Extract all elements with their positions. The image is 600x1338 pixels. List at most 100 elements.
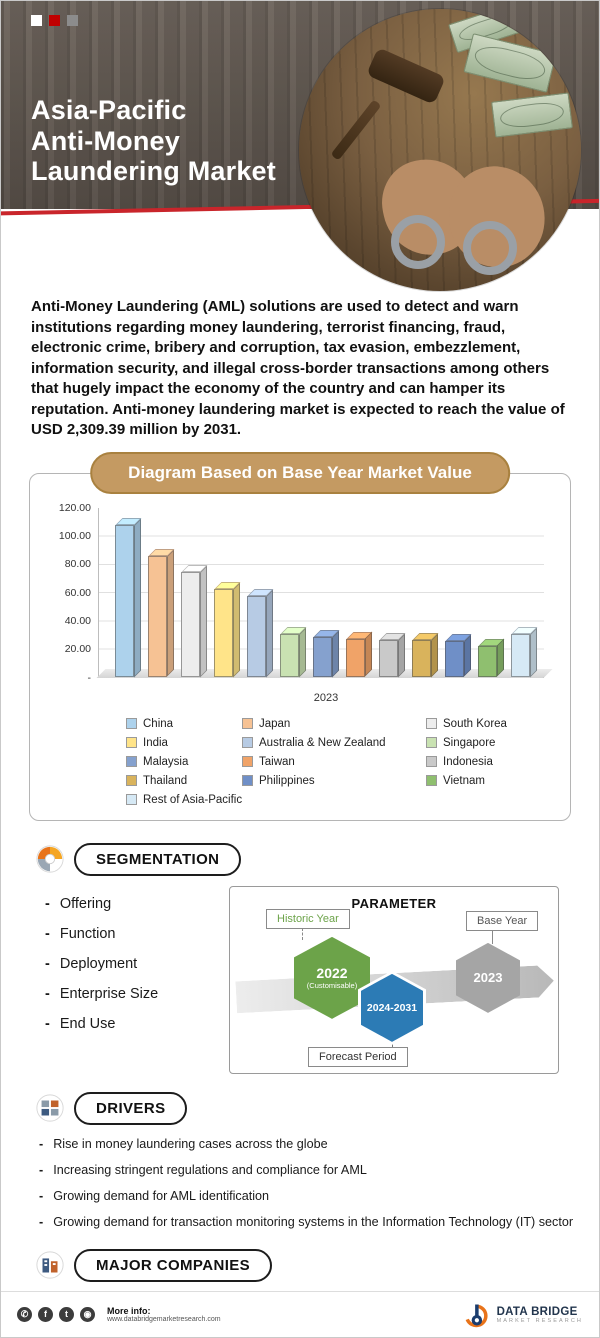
decor-squares <box>31 15 78 26</box>
legend-item: Thailand <box>126 775 238 787</box>
header: Asia-Pacific Anti-Money Laundering Marke… <box>1 1 599 291</box>
decor-square-white <box>31 15 42 26</box>
legend-item: Vietnam <box>426 775 566 787</box>
segmentation-item-label: Offering <box>59 895 112 912</box>
parameter-card: PARAMETER Historic Year Base Year Foreca… <box>229 885 559 1074</box>
segmentation-item-label: Enterprise Size <box>59 985 159 1002</box>
legend-swatch <box>426 737 437 749</box>
bar-singapore <box>280 627 306 677</box>
historic-year-hexagon: 2022 (Customisable) <box>294 936 370 1019</box>
chart-title-badge: Diagram Based on Base Year Market Value <box>90 451 510 494</box>
legend-swatch <box>242 756 253 768</box>
chart-legend: China Japan South Korea India Australia & Ne… <box>126 718 554 806</box>
brand-name: DATA BRIDGE <box>496 1305 578 1318</box>
decor-square-red <box>49 15 60 26</box>
y-axis: 120.00 100.00 80.00 60.00 40.00 20.00 - <box>46 502 98 684</box>
segmentation-row: Offering Function Deployment Enterprise … <box>1 885 599 1074</box>
drivers-header: DRIVERS <box>35 1091 599 1125</box>
drivers-list: Rise in money laundering cases across th… <box>39 1137 593 1229</box>
forecast-period-value: 2024-2031 <box>361 973 423 1042</box>
companies-icon <box>36 1251 64 1279</box>
legend-swatch <box>126 775 137 787</box>
legend-item: Malaysia <box>126 756 238 768</box>
segmentation-section: SEGMENTATION Offering Function Deploymen… <box>1 842 599 1074</box>
legend-swatch <box>426 718 437 730</box>
driver-item: Growing demand for transaction monitorin… <box>39 1215 593 1229</box>
legend-item: Taiwan <box>242 756 422 768</box>
historic-year-sub: (Customisable) <box>306 981 358 991</box>
legend-swatch <box>242 718 253 730</box>
whatsapp-icon[interactable]: ✆ <box>17 1307 32 1322</box>
segmentation-icon <box>36 845 64 873</box>
more-info-label: More info: <box>107 1306 151 1316</box>
legend-item: India <box>126 737 238 749</box>
bars <box>115 508 537 677</box>
header-photo <box>299 9 581 291</box>
legend-swatch <box>126 718 137 730</box>
driver-item-label: Growing demand for transaction monitorin… <box>53 1214 574 1229</box>
instagram-icon[interactable]: ◉ <box>80 1307 95 1322</box>
segmentation-item: Function <box>45 926 229 942</box>
historic-year-label: Historic Year <box>266 908 350 929</box>
bar-australia-new-zealand <box>247 589 273 677</box>
footer: ✆ f t ◉ More info: www.databridgemarketr… <box>1 1291 599 1337</box>
page-title-line3: Laundering Market <box>31 156 276 186</box>
legend-label: Singapore <box>443 736 496 749</box>
y-axis-tick: 120.00 <box>58 501 91 514</box>
page-title-line1: Asia-Pacific <box>31 95 187 125</box>
legend-label: Thailand <box>143 774 188 787</box>
website-url[interactable]: www.databridgemarketresearch.com <box>107 1316 221 1323</box>
parameter-title: PARAMETER <box>351 895 437 911</box>
segmentation-item-label: End Use <box>59 1015 116 1032</box>
social-icons: ✆ f t ◉ <box>17 1307 95 1322</box>
legend-item: Philippines <box>242 775 422 787</box>
segmentation-item: Enterprise Size <box>45 986 229 1002</box>
legend-swatch <box>426 775 437 787</box>
twitter-icon[interactable]: t <box>59 1307 74 1322</box>
legend-item: Singapore <box>426 737 566 749</box>
legend-label: South Korea <box>443 717 507 730</box>
legend-item: Australia & New Zealand <box>242 737 422 749</box>
historic-year-value: 2022 <box>316 965 348 982</box>
legend-label: India <box>143 736 168 749</box>
chart-card: Diagram Based on Base Year Market Value … <box>29 451 571 821</box>
bar-china <box>115 518 141 677</box>
legend-item: China <box>126 718 238 730</box>
legend-swatch <box>126 756 137 768</box>
driver-item-label: Growing demand for AML identification <box>53 1188 270 1203</box>
segmentation-list-column: Offering Function Deployment Enterprise … <box>1 886 229 1074</box>
legend-item: Rest of Asia-Pacific <box>126 794 242 806</box>
driver-item: Increasing stringent regulations and com… <box>39 1163 593 1177</box>
legend-label: China <box>143 717 174 730</box>
page-title-line2: Anti-Money <box>31 125 180 156</box>
x-axis-label: 2023 <box>313 691 339 704</box>
brand-subtitle: MARKET RESEARCH <box>496 1317 583 1324</box>
bar-india <box>214 582 240 677</box>
y-axis-tick: 60.00 <box>64 586 91 599</box>
decor-square-gray <box>67 15 78 26</box>
connector-line <box>492 930 493 944</box>
drivers-section: DRIVERS Rise in money laundering cases a… <box>1 1091 599 1229</box>
bar-thailand <box>412 633 438 677</box>
base-year-label: Base Year <box>466 910 539 931</box>
connector-line <box>302 927 303 940</box>
facebook-icon[interactable]: f <box>38 1307 53 1322</box>
forecast-period-label: Forecast Period <box>308 1046 408 1067</box>
legend-swatch <box>126 737 137 749</box>
segmentation-header: SEGMENTATION <box>35 842 599 876</box>
brand-text: DATA BRIDGE MARKET RESEARCH <box>497 1306 583 1324</box>
drivers-heading: DRIVERS <box>74 1091 188 1125</box>
bar-rest-of-asia-pacific <box>511 627 537 677</box>
databridge-logo-icon <box>465 1304 488 1327</box>
driver-item-label: Rise in money laundering cases across th… <box>53 1136 328 1151</box>
segmentation-item: Offering <box>45 896 229 912</box>
segmentation-item: Deployment <box>45 956 229 972</box>
drivers-icon <box>36 1094 64 1122</box>
handcuff <box>391 215 445 269</box>
segmentation-item: End Use <box>45 1016 229 1032</box>
driver-item: Rise in money laundering cases across th… <box>39 1137 593 1151</box>
legend-item: South Korea <box>426 718 566 730</box>
legend-swatch <box>126 794 137 806</box>
bar-malaysia <box>313 630 339 677</box>
